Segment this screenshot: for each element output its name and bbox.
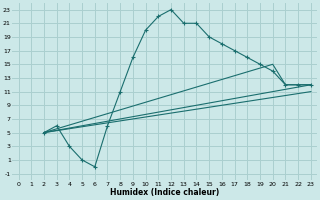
X-axis label: Humidex (Indice chaleur): Humidex (Indice chaleur)	[110, 188, 219, 197]
